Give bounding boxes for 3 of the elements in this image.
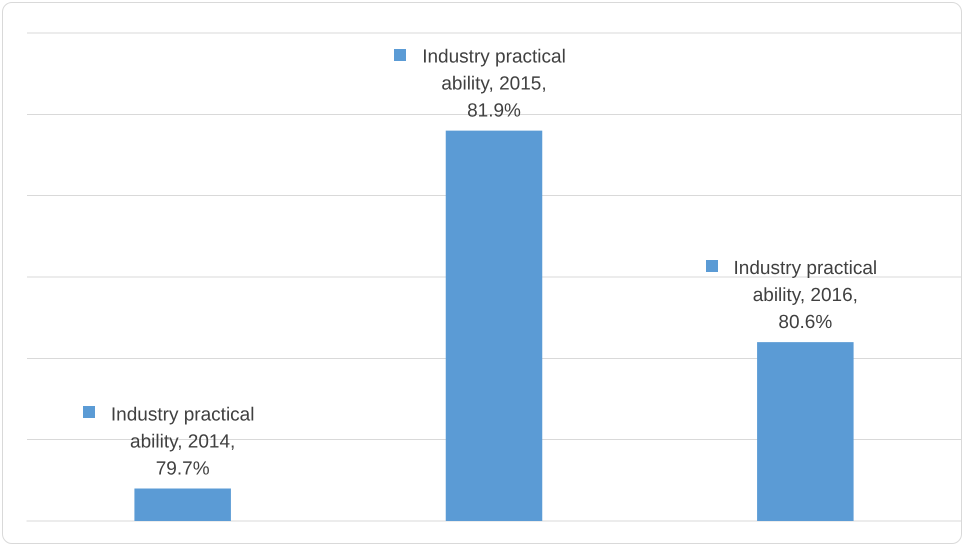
data-label: Industry practical ability, 2016, 80.6% [734,258,878,334]
data-label: Industry practical ability, 2015, 81.9% [422,46,566,122]
data-label: Industry practical ability, 2014, 79.7% [110,404,254,480]
